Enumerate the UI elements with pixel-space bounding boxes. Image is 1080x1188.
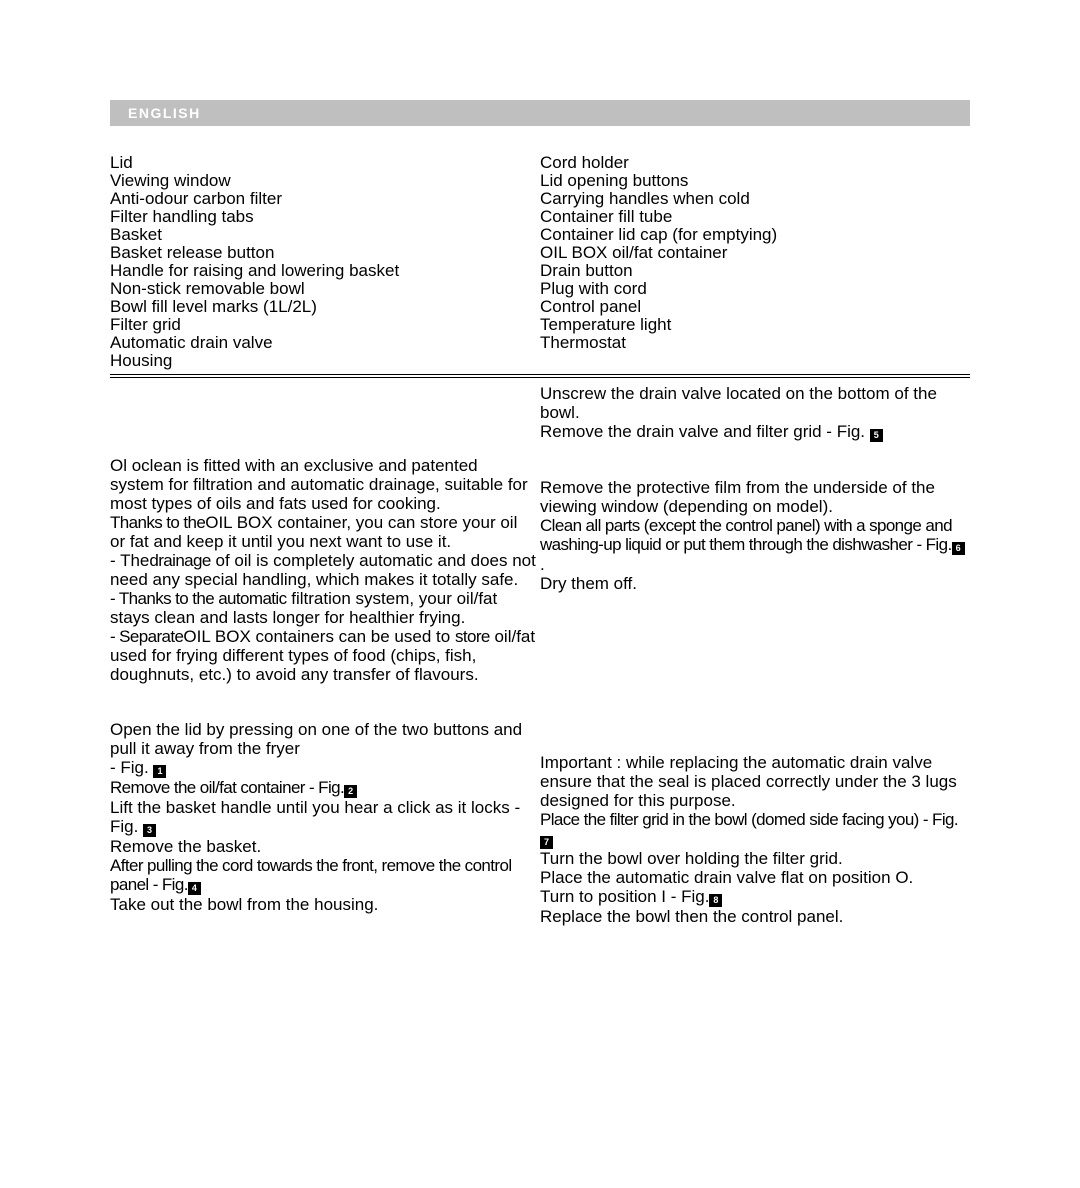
- parts-list: Lid Viewing window Anti-odour carbon fil…: [110, 154, 970, 378]
- part-item: Plug with cord: [540, 280, 970, 298]
- step-open-lid: Open the lid by pressing on one of the t…: [110, 720, 536, 778]
- fig-4-icon: 4: [188, 882, 201, 895]
- bullet-filtration: - Thanks to the automatic filtration sys…: [110, 589, 536, 627]
- header-bar: ENGLISH: [110, 100, 970, 126]
- intro-paragraph-2: Thanks to theOIL BOX container, you can …: [110, 513, 536, 551]
- fig-1-icon: 1: [153, 765, 166, 778]
- part-item: Basket release button: [110, 244, 540, 262]
- part-item: Control panel: [540, 298, 970, 316]
- part-item: Housing: [110, 352, 540, 370]
- bullet-separate: - SeparateOIL BOX containers can be used…: [110, 627, 536, 684]
- part-item: Lid opening buttons: [540, 172, 970, 190]
- remove-valve-paragraph: Remove the drain valve and filter grid -…: [540, 422, 966, 442]
- clean-film-paragraph: Remove the protective film from the unde…: [540, 478, 966, 516]
- part-item: Carrying handles when cold: [540, 190, 970, 208]
- fig-7-icon: 7: [540, 836, 553, 849]
- replace-turn-bowl: Turn the bowl over holding the filter gr…: [540, 849, 966, 868]
- part-item: Lid: [110, 154, 540, 172]
- body-columns: Ol oclean is fitted with an exclusive an…: [110, 384, 970, 926]
- body-right-column: Unscrew the drain valve located on the b…: [540, 384, 970, 926]
- intro-paragraph: Ol oclean is fitted with an exclusive an…: [110, 456, 536, 513]
- clean-parts-paragraph: Clean all parts (except the control pane…: [540, 516, 966, 574]
- part-item: Automatic drain valve: [110, 334, 540, 352]
- step-take-out-bowl: Take out the bowl from the housing.: [110, 895, 536, 914]
- part-item: Basket: [110, 226, 540, 244]
- part-item: Filter handling tabs: [110, 208, 540, 226]
- step-lift-handle: Lift the basket handle until you hear a …: [110, 798, 536, 837]
- part-item: Anti-odour carbon filter: [110, 190, 540, 208]
- step-remove-basket: Remove the basket.: [110, 837, 536, 856]
- part-item: Non-stick removable bowl: [110, 280, 540, 298]
- part-item: Container fill tube: [540, 208, 970, 226]
- part-item: Handle for raising and lowering basket: [110, 262, 540, 280]
- page: ENGLISH Lid Viewing window Anti-odour ca…: [0, 0, 1080, 1188]
- replace-important: Important : while replacing the automati…: [540, 753, 966, 810]
- fig-8-icon: 8: [709, 894, 722, 907]
- fig-5-icon: 5: [870, 429, 883, 442]
- fig-2-icon: 2: [344, 785, 357, 798]
- part-item: Thermostat: [540, 334, 970, 352]
- step-remove-container: Remove the oil/fat container - Fig.2: [110, 778, 536, 798]
- part-item: Viewing window: [110, 172, 540, 190]
- replace-place-valve: Place the automatic drain valve flat on …: [540, 868, 966, 887]
- replace-bowl-panel: Replace the bowl then the control panel.: [540, 907, 966, 926]
- fig-6-icon: 6: [952, 542, 965, 555]
- part-item: Filter grid: [110, 316, 540, 334]
- dry-paragraph: Dry them off.: [540, 574, 966, 593]
- header-language: ENGLISH: [128, 105, 201, 121]
- part-item: Container lid cap (for emptying): [540, 226, 970, 244]
- part-item: Temperature light: [540, 316, 970, 334]
- replace-filter-grid: Place the filter grid in the bowl (domed…: [540, 810, 966, 849]
- step-remove-panel: After pulling the cord towards the front…: [110, 856, 536, 895]
- bullet-drainage: - Thedrainage of oil is completely autom…: [110, 551, 536, 589]
- unscrew-paragraph: Unscrew the drain valve located on the b…: [540, 384, 966, 422]
- parts-right-column: Cord holder Lid opening buttons Carrying…: [540, 154, 970, 370]
- part-item: OIL BOX oil/fat container: [540, 244, 970, 262]
- part-item: Cord holder: [540, 154, 970, 172]
- replace-turn-position: Turn to position I - Fig.8: [540, 887, 966, 907]
- part-item: Drain button: [540, 262, 970, 280]
- body-left-column: Ol oclean is fitted with an exclusive an…: [110, 384, 540, 926]
- parts-left-column: Lid Viewing window Anti-odour carbon fil…: [110, 154, 540, 370]
- fig-3-icon: 3: [143, 824, 156, 837]
- part-item: Bowl fill level marks (1L/2L): [110, 298, 540, 316]
